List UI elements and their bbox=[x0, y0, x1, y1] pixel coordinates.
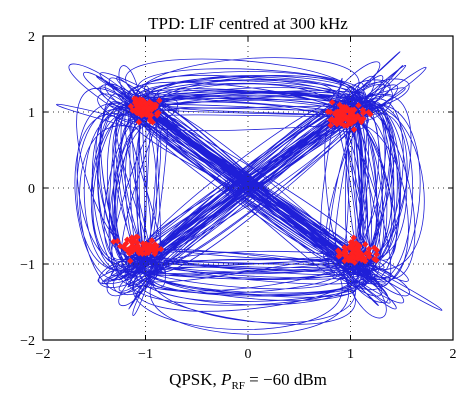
symbol-point-cluster-2 bbox=[328, 116, 335, 123]
symbol-point-cluster-4 bbox=[349, 253, 356, 261]
symbol-point-cluster-4 bbox=[336, 249, 343, 256]
symbol-point-cluster-3 bbox=[141, 242, 148, 249]
symbol-point-cluster-4 bbox=[347, 239, 355, 246]
symbol-point-cluster-1 bbox=[129, 107, 136, 114]
symbol-point-cluster-2 bbox=[340, 111, 347, 118]
symbol-point-cluster-1 bbox=[152, 103, 159, 111]
symbol-point-cluster-1 bbox=[147, 116, 154, 123]
symbol-point-cluster-2 bbox=[327, 122, 334, 129]
symbol-point-cluster-1 bbox=[146, 105, 153, 112]
x-tick-label: 1 bbox=[347, 347, 354, 362]
symbol-point-cluster-1 bbox=[139, 96, 146, 104]
symbol-point-cluster-2 bbox=[327, 108, 334, 116]
symbol-point-cluster-2 bbox=[336, 101, 343, 109]
symbol-point-cluster-3 bbox=[129, 238, 136, 245]
symbol-point-cluster-2 bbox=[360, 115, 367, 123]
symbol-point-cluster-3 bbox=[148, 237, 156, 244]
symbol-point-cluster-3 bbox=[139, 250, 146, 257]
x-axis-label-subscript: RF bbox=[231, 380, 245, 392]
symbol-point-cluster-4 bbox=[341, 257, 348, 265]
symbol-point-cluster-3 bbox=[146, 247, 154, 254]
symbol-point-cluster-4 bbox=[342, 247, 349, 254]
y-tick-label: 0 bbox=[28, 182, 35, 197]
symbol-point-cluster-4 bbox=[373, 256, 380, 264]
symbol-point-cluster-1 bbox=[149, 119, 156, 126]
symbol-point-cluster-4 bbox=[341, 252, 349, 259]
symbol-point-cluster-1 bbox=[135, 118, 143, 126]
symbol-point-cluster-3 bbox=[124, 236, 131, 243]
symbol-point-cluster-1 bbox=[140, 104, 148, 112]
x-tick-label: −1 bbox=[138, 347, 153, 362]
symbol-point-cluster-3 bbox=[134, 247, 141, 254]
x-tick-label: 2 bbox=[450, 347, 457, 362]
symbol-point-cluster-3 bbox=[134, 233, 141, 241]
symbol-point-cluster-1 bbox=[155, 109, 162, 116]
symbol-point-cluster-3 bbox=[124, 247, 131, 254]
symbol-point-cluster-2 bbox=[355, 102, 362, 109]
symbol-point-cluster-4 bbox=[365, 245, 373, 253]
symbol-point-cluster-4 bbox=[361, 255, 368, 262]
symbol-point-cluster-4 bbox=[373, 246, 381, 254]
symbol-point-cluster-1 bbox=[146, 98, 153, 106]
symbol-point-cluster-2 bbox=[365, 108, 372, 116]
symbol-point-cluster-1 bbox=[135, 103, 142, 111]
symbol-point-cluster-2 bbox=[359, 106, 366, 114]
chart-title: TPD: LIF centred at 300 kHz bbox=[148, 14, 348, 33]
x-axis-label: QPSK, PRF = −60 dBm bbox=[43, 370, 453, 392]
symbol-point-cluster-2 bbox=[350, 111, 357, 119]
symbol-point-cluster-2 bbox=[342, 113, 349, 120]
symbol-point-cluster-2 bbox=[328, 99, 336, 106]
x-tick-label: 0 bbox=[245, 347, 252, 362]
symbol-point-cluster-4 bbox=[355, 242, 363, 249]
y-tick-label: −2 bbox=[20, 334, 35, 349]
y-tick-label: −1 bbox=[20, 258, 35, 273]
symbol-point-cluster-2 bbox=[334, 108, 341, 115]
x-axis-label-symbol: P bbox=[221, 370, 232, 389]
symbol-point-cluster-3 bbox=[122, 240, 130, 247]
symbol-point-cluster-3 bbox=[120, 243, 127, 250]
symbol-point-cluster-2 bbox=[336, 117, 343, 125]
symbol-point-cluster-4 bbox=[363, 250, 370, 257]
symbol-point-cluster-2 bbox=[350, 126, 358, 133]
symbol-point-cluster-4 bbox=[350, 234, 357, 242]
symbol-point-cluster-1 bbox=[156, 97, 163, 104]
symbol-point-cluster-1 bbox=[142, 99, 149, 107]
symbol-point-cluster-3 bbox=[151, 241, 159, 248]
symbol-point-cluster-1 bbox=[131, 95, 138, 102]
x-axis-label-suffix: = −60 dBm bbox=[244, 370, 327, 389]
symbol-point-cluster-3 bbox=[150, 247, 157, 254]
y-tick-label: 1 bbox=[28, 106, 35, 121]
symbol-point-cluster-3 bbox=[153, 246, 160, 253]
symbol-point-cluster-1 bbox=[142, 110, 150, 117]
symbol-point-cluster-3 bbox=[110, 238, 117, 245]
symbol-point-cluster-1 bbox=[146, 113, 154, 120]
x-axis-label-prefix: QPSK, bbox=[169, 370, 222, 389]
symbol-point-cluster-1 bbox=[136, 100, 143, 107]
symbol-point-cluster-4 bbox=[362, 241, 369, 248]
symbol-point-cluster-2 bbox=[337, 120, 345, 127]
symbol-point-cluster-3 bbox=[157, 245, 165, 253]
symbol-point-cluster-4 bbox=[352, 239, 360, 247]
symbol-point-cluster-1 bbox=[131, 99, 139, 107]
x-tick-label: −2 bbox=[36, 347, 51, 362]
symbol-point-cluster-2 bbox=[343, 106, 351, 113]
symbol-point-cluster-3 bbox=[114, 237, 121, 245]
symbol-point-cluster-4 bbox=[373, 251, 380, 258]
symbol-point-cluster-3 bbox=[127, 257, 134, 265]
symbol-point-cluster-1 bbox=[136, 96, 144, 103]
symbol-point-cluster-1 bbox=[137, 109, 145, 117]
symbol-point-cluster-3 bbox=[134, 243, 141, 251]
symbol-point-cluster-2 bbox=[345, 117, 352, 124]
y-tick-label: 2 bbox=[28, 30, 35, 45]
symbol-point-cluster-4 bbox=[357, 250, 365, 258]
symbol-point-cluster-1 bbox=[127, 103, 135, 110]
